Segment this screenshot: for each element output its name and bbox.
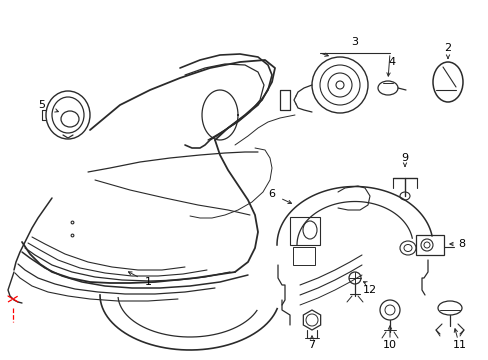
Text: 2: 2 — [444, 43, 450, 53]
Bar — [289, 217, 319, 245]
Text: 12: 12 — [362, 285, 376, 295]
Text: 9: 9 — [401, 153, 408, 163]
Text: 3: 3 — [351, 37, 358, 47]
Text: 10: 10 — [382, 340, 396, 350]
Bar — [292, 247, 314, 265]
Text: 1: 1 — [144, 277, 151, 287]
Text: 11: 11 — [452, 340, 466, 350]
Text: 5: 5 — [39, 100, 45, 110]
Bar — [415, 235, 443, 255]
Text: 4: 4 — [387, 57, 395, 67]
Text: 8: 8 — [458, 239, 465, 249]
Text: 7: 7 — [308, 340, 315, 350]
Text: 6: 6 — [268, 189, 275, 199]
